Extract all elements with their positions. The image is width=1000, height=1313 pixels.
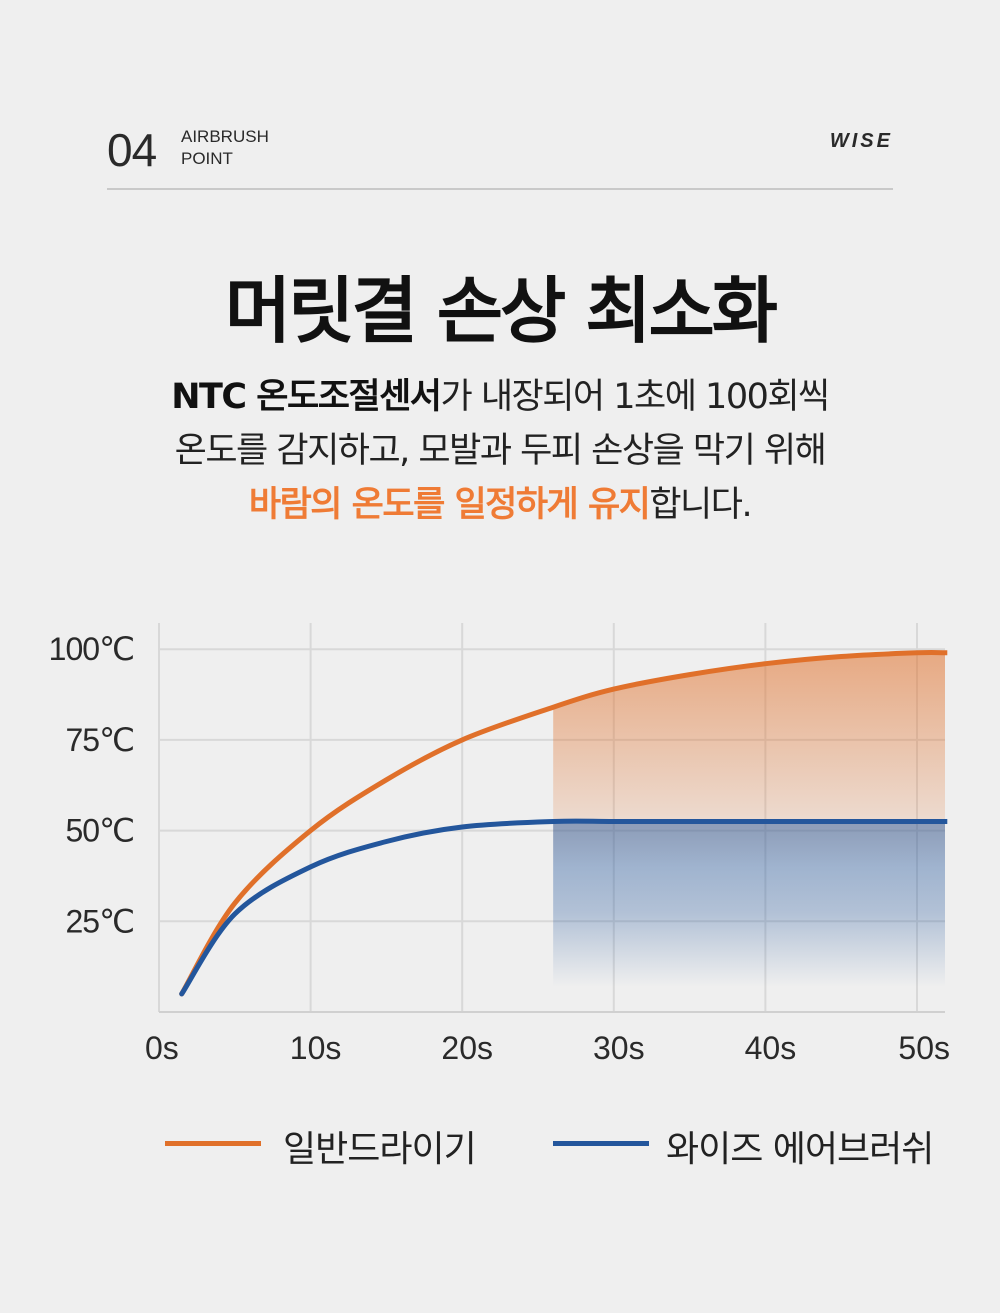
legend-label-wise: 와이즈 에어브러쉬 [666, 1129, 934, 1170]
section-subtitle: AIRBRUSH POINT [181, 126, 269, 170]
y-tick-label: 100℃ [49, 631, 134, 667]
x-tick-label: 20s [441, 1030, 493, 1066]
legend-line-wise [553, 1141, 649, 1146]
description: NTC 온도조절센서가 내장되어 1초에 100회씩 온도를 감지하고, 모발과… [0, 370, 1000, 532]
y-tick-label: 25℃ [65, 903, 134, 939]
section-subtitle-line2: POINT [181, 149, 233, 168]
legend-item-dryer: 일반드라이기 [165, 1118, 505, 1170]
description-line3-rest: 합니다. [649, 485, 752, 525]
legend-label-dryer: 일반드라이기 [283, 1129, 477, 1170]
legend-line-dryer [165, 1141, 261, 1146]
sensor-name: NTC 온도조절센서 [171, 377, 442, 417]
y-tick-label: 75℃ [65, 722, 134, 758]
highlight-text: 바람의 온도를 일정하게 유지 [248, 485, 651, 525]
page-title: 머릿결 손상 최소화 [224, 269, 778, 353]
description-line2: 온도를 감지하고, 모발과 두피 손상을 막기 위해 [174, 431, 827, 471]
temperature-chart: 0s 10s 20s 30s 40s 50s 25℃ 50℃ 75℃ 100℃ [49, 623, 950, 1066]
section-number: 04 [107, 124, 157, 176]
x-tick-label: 10s [290, 1030, 342, 1066]
x-tick-label: 30s [593, 1030, 645, 1066]
description-line1: NTC 온도조절센서가 내장되어 1초에 100회씩 [0, 370, 1000, 424]
wise-series-line [179, 818, 948, 997]
highlight-areas [553, 652, 948, 987]
x-tick-label: 40s [745, 1030, 797, 1066]
description-line3: 바람의 온도를 일정하게 유지합니다. [0, 478, 1000, 532]
legend-item-wise: 와이즈 에어브러쉬 [553, 1118, 973, 1170]
brand-logo: WISE [829, 130, 893, 152]
description-line1-rest: 가 내장되어 1초에 100회씩 [440, 377, 831, 417]
tick-labels: 0s 10s 20s 30s 40s 50s 25℃ 50℃ 75℃ 100℃ [49, 631, 950, 1066]
dryer-highlight-area [553, 652, 948, 867]
series-lines [179, 650, 948, 997]
y-tick-label: 50℃ [65, 813, 134, 849]
section-subtitle-line1: AIRBRUSH [181, 127, 269, 146]
dryer-series-line [179, 650, 948, 997]
x-tick-label: 0s [145, 1030, 179, 1066]
x-tick-label: 50s [898, 1030, 950, 1066]
wise-highlight-area [553, 821, 945, 987]
header: 04 AIRBRUSH POINT WISE [107, 120, 893, 190]
